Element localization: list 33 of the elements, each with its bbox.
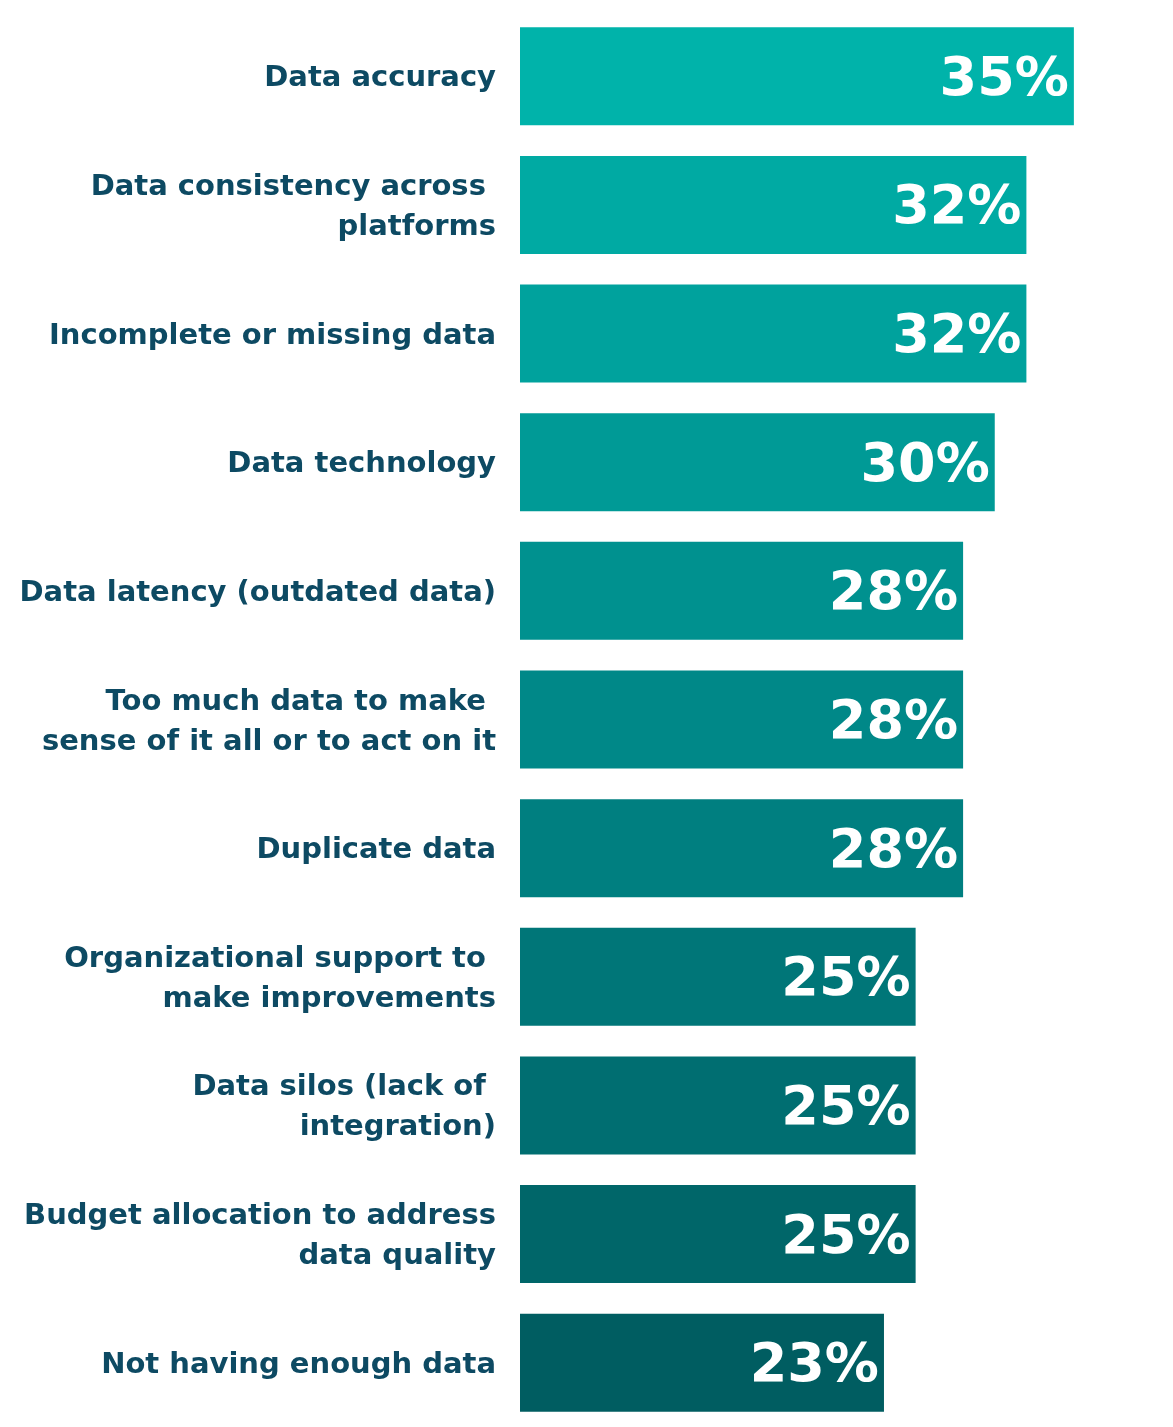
bar <box>520 155 1027 254</box>
data-label: 25% <box>781 945 911 1009</box>
bar <box>520 27 1074 126</box>
bar <box>520 541 964 640</box>
data-label: 28% <box>828 816 959 880</box>
y-tick-label: Budget allocation to address data quality <box>24 1197 497 1272</box>
y-tick-label: Incomplete or missing data <box>49 316 496 351</box>
y-tick-label: Data technology <box>227 445 497 480</box>
bar <box>520 927 916 1026</box>
y-tick-label: Data latency (outdated data) <box>19 573 496 608</box>
y-tick-label: Not having enough data <box>101 1345 496 1380</box>
y-tick-label: Data consistency across platforms <box>90 167 496 242</box>
data-label: 23% <box>749 1331 879 1395</box>
bar <box>520 1313 884 1412</box>
data-label: 32% <box>892 173 1022 237</box>
y-tick-label: Data accuracy <box>264 59 497 94</box>
data-label: 25% <box>781 1073 911 1137</box>
data-label: 35% <box>939 44 1069 108</box>
bar <box>520 799 964 898</box>
data-label: 28% <box>828 688 959 751</box>
bar <box>520 670 964 769</box>
bar <box>520 1056 916 1155</box>
data-label: 28% <box>828 559 959 623</box>
y-tick-label: Organizational support to make improvements <box>64 939 496 1014</box>
bar <box>520 284 1027 383</box>
data-label: 32% <box>892 302 1022 366</box>
y-tick-label: Data silos (lack of integration) <box>192 1068 496 1143</box>
bar <box>520 413 995 512</box>
y-tick-label: Too much data to make sense of it all or to act on it <box>41 682 497 757</box>
data-label: 30% <box>860 430 990 494</box>
bar <box>520 1185 916 1284</box>
y-tick-label: Duplicate data <box>256 831 496 866</box>
data-label: 25% <box>781 1202 911 1266</box>
